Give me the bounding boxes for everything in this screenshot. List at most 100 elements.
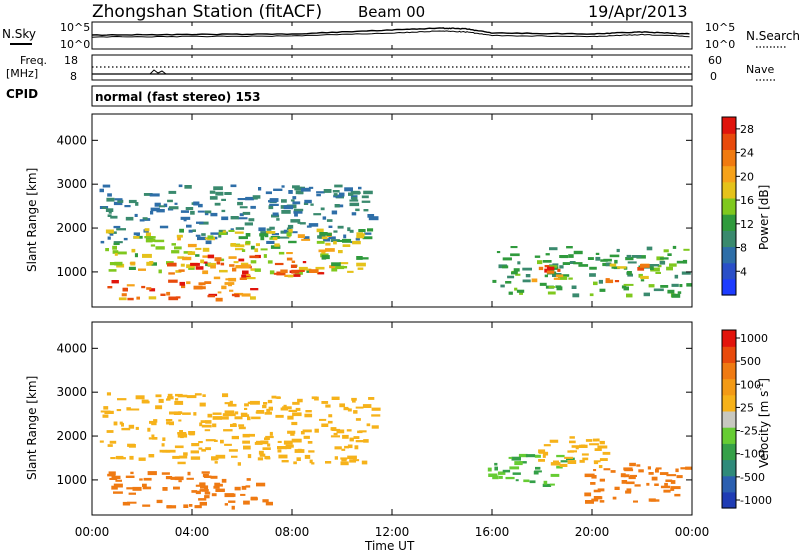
- velocity-cell: [202, 473, 209, 478]
- power-y-tick-label: 4000: [56, 133, 87, 147]
- power-cell: [339, 262, 349, 265]
- power-cell: [537, 260, 543, 265]
- velocity-cell: [255, 411, 262, 414]
- velocity-cell: [300, 431, 305, 435]
- velocity-cell: [178, 419, 182, 422]
- power-cell: [110, 215, 118, 219]
- power-cell: [220, 262, 225, 266]
- velocity-cell: [169, 411, 177, 415]
- velocity-cell: [214, 482, 221, 487]
- power-cell: [334, 204, 340, 208]
- power-cell: [250, 268, 256, 271]
- power-cell: [210, 212, 218, 217]
- velocity-cell: [670, 487, 675, 491]
- velocity-cell: [107, 444, 113, 447]
- time-tick-label: 20:00: [575, 525, 610, 539]
- power-colorbar-tick-label: 8: [740, 242, 747, 255]
- power-cell: [199, 286, 206, 290]
- velocity-cell: [297, 398, 303, 403]
- power-colorbar-tick-label: 20: [740, 170, 754, 183]
- power-cell: [213, 276, 221, 280]
- power-cell: [337, 225, 344, 229]
- velocity-cell: [612, 496, 617, 500]
- power-cell: [239, 213, 244, 217]
- power-cell: [544, 274, 548, 278]
- velocity-cell: [174, 476, 184, 481]
- velocity-cell: [132, 486, 142, 491]
- velocity-cell: [309, 459, 313, 464]
- velocity-cell: [212, 416, 222, 420]
- velocity-cell: [523, 479, 530, 483]
- velocity-cell: [244, 403, 249, 407]
- velocity-cell: [202, 394, 206, 397]
- power-cell: [168, 190, 177, 194]
- power-cell: [650, 267, 660, 272]
- power-cell: [248, 218, 255, 222]
- velocity-cell: [341, 459, 347, 462]
- power-cell: [502, 257, 512, 261]
- power-cell: [167, 199, 173, 203]
- velocity-colorbar-tick-label: -25: [740, 425, 758, 438]
- power-cell: [288, 190, 293, 194]
- power-cell: [640, 263, 650, 268]
- velocity-cell: [371, 414, 381, 417]
- power-cell: [667, 253, 672, 256]
- power-cell: [242, 211, 251, 215]
- velocity-cell: [302, 429, 312, 433]
- power-cell: [252, 195, 261, 199]
- power-cell: [107, 214, 112, 217]
- power-cell: [510, 246, 518, 249]
- power-colorbar-swatch: [722, 246, 736, 264]
- power-cell: [357, 267, 364, 270]
- power-cell: [573, 262, 583, 265]
- power-cell: [219, 269, 228, 273]
- power-cell: [605, 279, 614, 284]
- velocity-cell: [247, 416, 251, 421]
- power-cell: [502, 265, 509, 269]
- power-cell: [174, 246, 182, 250]
- power-cell: [322, 216, 327, 220]
- power-cell: [511, 271, 518, 275]
- velocity-cell: [215, 488, 225, 492]
- power-colorbar-swatch: [722, 197, 736, 215]
- velocity-cell: [559, 463, 568, 467]
- velocity-colorbar-tick-label: 500: [740, 355, 761, 368]
- velocity-cell: [195, 490, 201, 495]
- velocity-cell: [190, 450, 199, 454]
- power-cell: [306, 268, 312, 271]
- velocity-cell: [505, 476, 515, 480]
- power-cell: [508, 291, 513, 295]
- power-cell: [265, 233, 269, 238]
- velocity-cell: [214, 439, 218, 442]
- velocity-cell: [142, 483, 147, 487]
- power-cell: [198, 282, 206, 286]
- velocity-cell: [353, 410, 358, 414]
- velocity-cell: [603, 468, 611, 471]
- power-colorbar-swatch: [722, 262, 736, 280]
- power-cell: [329, 265, 335, 269]
- power-cell: [331, 267, 338, 272]
- power-cell: [258, 227, 266, 232]
- power-cell: [175, 270, 182, 273]
- power-cell: [114, 261, 123, 266]
- velocity-cell: [347, 444, 353, 449]
- power-cell: [640, 275, 649, 279]
- velocity-cell: [368, 397, 375, 400]
- power-cell: [613, 266, 620, 270]
- power-cell: [131, 248, 136, 253]
- velocity-cell: [162, 437, 166, 441]
- velocity-cell: [670, 486, 681, 490]
- power-cell: [333, 230, 338, 233]
- power-cell: [609, 254, 620, 258]
- power-cell: [686, 283, 692, 287]
- velocity-cell: [167, 505, 177, 509]
- power-cell: [225, 278, 230, 281]
- power-cell: [168, 206, 179, 210]
- power-cell: [492, 279, 497, 283]
- power-cell: [268, 200, 278, 203]
- velocity-cell: [189, 504, 193, 507]
- cpid-panel-frame: [91, 85, 693, 107]
- velocity-colorbar-tick-label: 100: [740, 378, 761, 391]
- power-cell: [500, 284, 505, 288]
